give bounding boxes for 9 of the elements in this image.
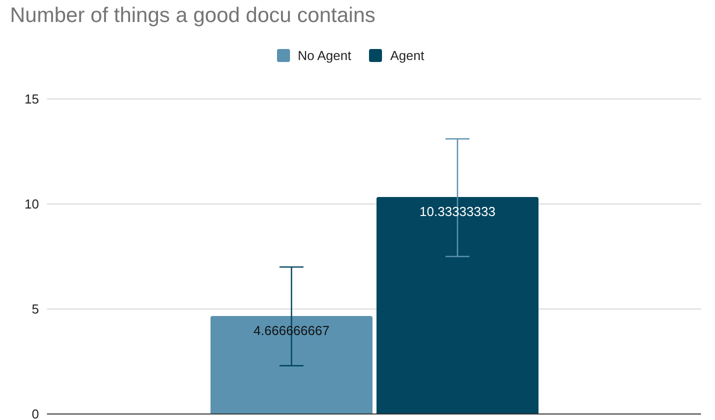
legend-label: Agent bbox=[389, 48, 424, 63]
data-label: 4.666666667 bbox=[254, 323, 330, 338]
chart-title: Number of things a good docu contains bbox=[10, 4, 376, 28]
y-tick-label: 10 bbox=[24, 196, 39, 212]
legend-label: No Agent bbox=[296, 48, 352, 63]
y-tick-label: 15 bbox=[24, 92, 39, 107]
data-label: 10.33333333 bbox=[420, 204, 496, 220]
y-tick-label: 0 bbox=[32, 406, 39, 420]
y-tick-label: 5 bbox=[32, 302, 39, 317]
